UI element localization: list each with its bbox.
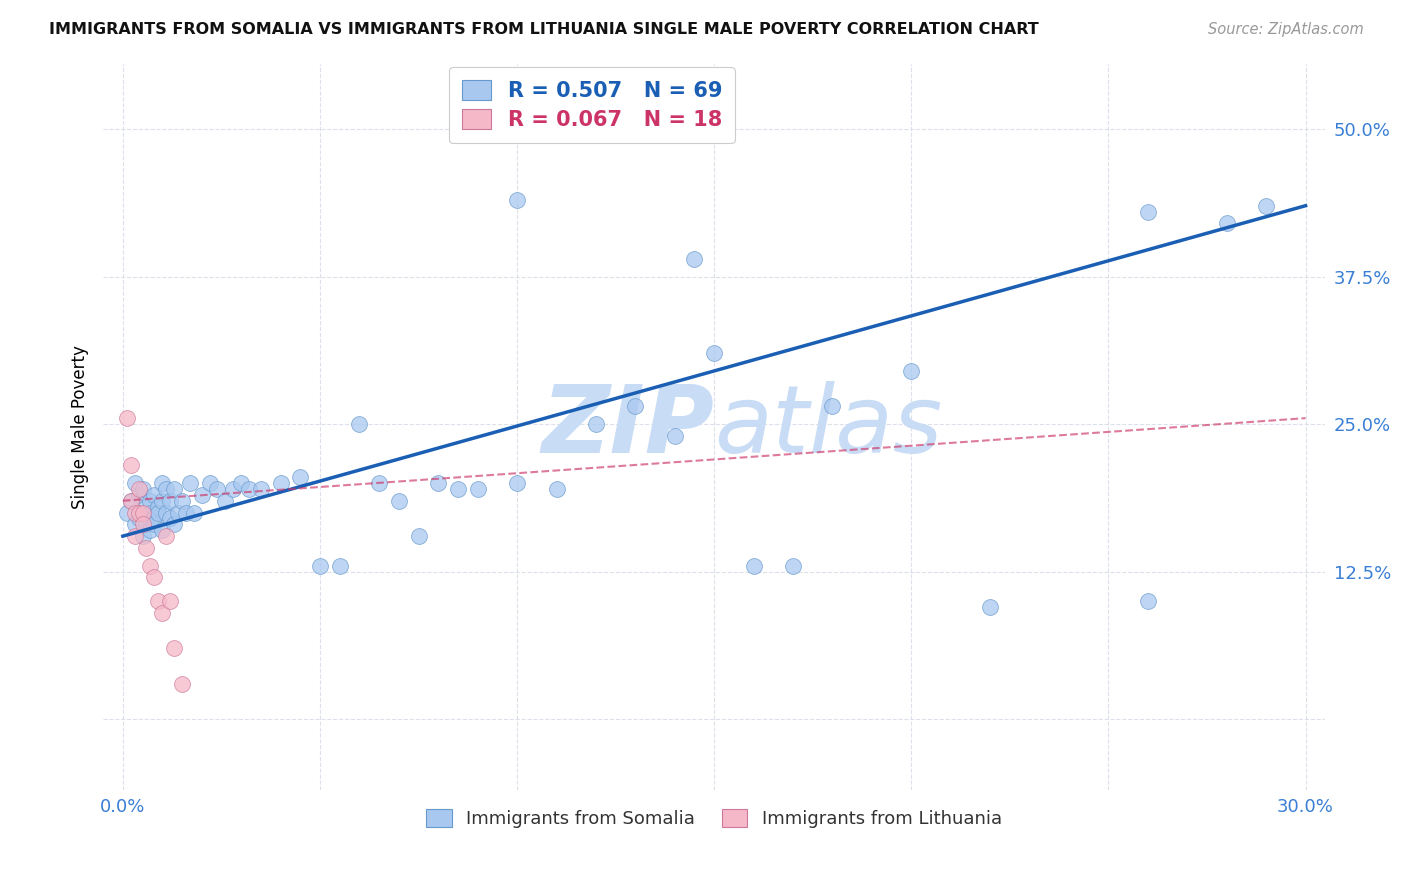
Point bbox=[238, 482, 260, 496]
Point bbox=[150, 476, 173, 491]
Point bbox=[664, 429, 686, 443]
Point bbox=[742, 558, 765, 573]
Point bbox=[128, 488, 150, 502]
Point bbox=[170, 493, 193, 508]
Point bbox=[143, 488, 166, 502]
Point bbox=[159, 511, 181, 525]
Point bbox=[139, 523, 162, 537]
Point bbox=[290, 470, 312, 484]
Text: Source: ZipAtlas.com: Source: ZipAtlas.com bbox=[1208, 22, 1364, 37]
Point bbox=[128, 506, 150, 520]
Point bbox=[222, 482, 245, 496]
Point bbox=[506, 193, 529, 207]
Point bbox=[124, 476, 146, 491]
Point bbox=[143, 511, 166, 525]
Point bbox=[506, 476, 529, 491]
Point bbox=[131, 482, 153, 496]
Point bbox=[179, 476, 201, 491]
Point bbox=[143, 570, 166, 584]
Point bbox=[163, 517, 186, 532]
Point bbox=[124, 517, 146, 532]
Point bbox=[155, 482, 177, 496]
Point bbox=[170, 676, 193, 690]
Point bbox=[1136, 594, 1159, 608]
Point bbox=[131, 506, 153, 520]
Point bbox=[624, 400, 647, 414]
Point bbox=[174, 506, 197, 520]
Point bbox=[124, 529, 146, 543]
Point bbox=[270, 476, 292, 491]
Point bbox=[131, 506, 153, 520]
Point bbox=[703, 346, 725, 360]
Point bbox=[139, 493, 162, 508]
Point bbox=[1215, 216, 1237, 230]
Point bbox=[115, 411, 138, 425]
Point bbox=[467, 482, 489, 496]
Point bbox=[309, 558, 332, 573]
Point bbox=[148, 500, 170, 514]
Point bbox=[683, 252, 706, 266]
Point bbox=[183, 506, 205, 520]
Point bbox=[148, 506, 170, 520]
Point bbox=[124, 506, 146, 520]
Text: ZIP: ZIP bbox=[541, 381, 714, 473]
Point bbox=[546, 482, 568, 496]
Point bbox=[329, 558, 352, 573]
Point bbox=[349, 417, 371, 431]
Point bbox=[135, 517, 157, 532]
Point bbox=[150, 606, 173, 620]
Point bbox=[207, 482, 229, 496]
Point bbox=[150, 523, 173, 537]
Point bbox=[120, 458, 142, 473]
Point bbox=[821, 400, 844, 414]
Point bbox=[139, 506, 162, 520]
Point bbox=[135, 500, 157, 514]
Legend: Immigrants from Somalia, Immigrants from Lithuania: Immigrants from Somalia, Immigrants from… bbox=[419, 802, 1010, 835]
Point bbox=[1256, 199, 1278, 213]
Point bbox=[135, 541, 157, 555]
Point bbox=[408, 529, 430, 543]
Point bbox=[115, 506, 138, 520]
Point bbox=[447, 482, 470, 496]
Point bbox=[190, 488, 212, 502]
Point bbox=[150, 493, 173, 508]
Point bbox=[782, 558, 804, 573]
Point bbox=[163, 641, 186, 656]
Point bbox=[427, 476, 450, 491]
Point bbox=[585, 417, 607, 431]
Y-axis label: Single Male Poverty: Single Male Poverty bbox=[72, 345, 89, 509]
Point bbox=[139, 558, 162, 573]
Point bbox=[163, 482, 186, 496]
Point bbox=[900, 364, 922, 378]
Point bbox=[1136, 204, 1159, 219]
Point bbox=[131, 529, 153, 543]
Point bbox=[167, 506, 190, 520]
Point bbox=[120, 493, 142, 508]
Point bbox=[120, 493, 142, 508]
Point bbox=[979, 599, 1001, 614]
Point bbox=[159, 594, 181, 608]
Point bbox=[155, 506, 177, 520]
Text: atlas: atlas bbox=[714, 382, 942, 473]
Point bbox=[128, 511, 150, 525]
Point bbox=[143, 517, 166, 532]
Point bbox=[214, 493, 236, 508]
Point bbox=[388, 493, 411, 508]
Point bbox=[148, 594, 170, 608]
Point bbox=[229, 476, 252, 491]
Point bbox=[159, 493, 181, 508]
Point bbox=[368, 476, 391, 491]
Point bbox=[128, 482, 150, 496]
Point bbox=[250, 482, 273, 496]
Point bbox=[155, 529, 177, 543]
Point bbox=[131, 517, 153, 532]
Point bbox=[198, 476, 221, 491]
Text: IMMIGRANTS FROM SOMALIA VS IMMIGRANTS FROM LITHUANIA SINGLE MALE POVERTY CORRELA: IMMIGRANTS FROM SOMALIA VS IMMIGRANTS FR… bbox=[49, 22, 1039, 37]
